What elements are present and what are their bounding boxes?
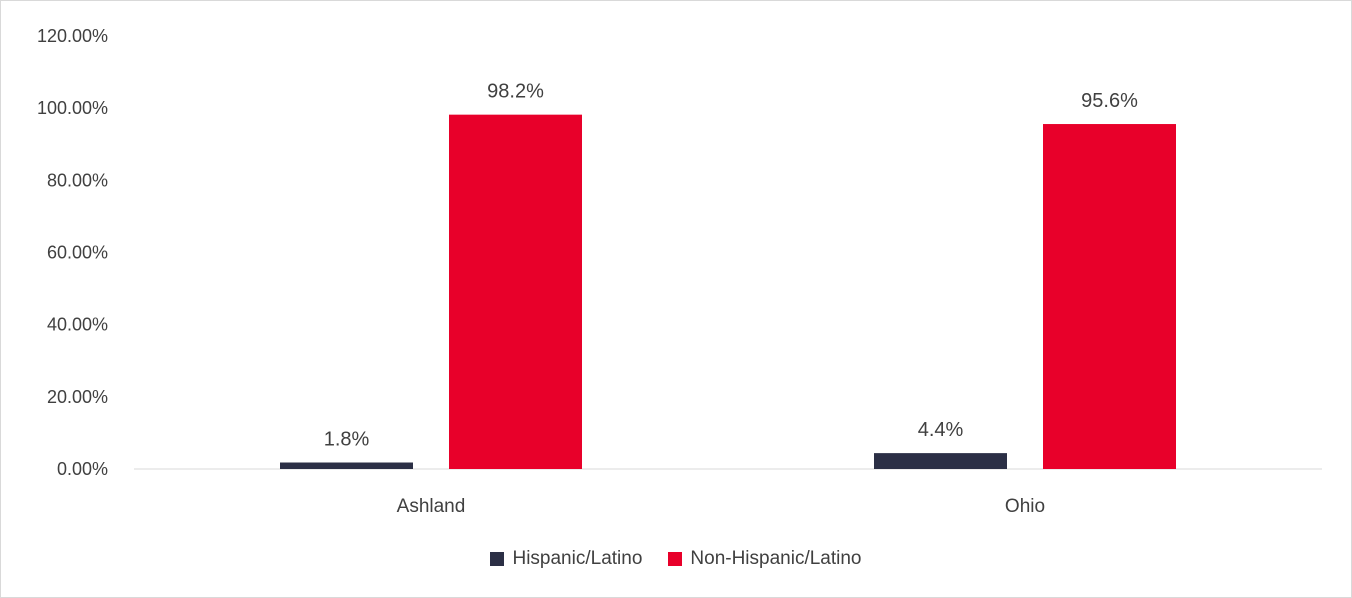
y-tick-label: 120.00% (37, 26, 108, 46)
legend-label: Non-Hispanic/Latino (690, 548, 862, 569)
data-label: 95.6% (1081, 90, 1138, 112)
category-label: Ohio (1005, 496, 1045, 517)
category-labels: Ashland Ohio (397, 496, 1045, 517)
data-labels: 1.8% 98.2% 4.4% 95.6% (324, 81, 1138, 451)
legend-label: Hispanic/Latino (512, 548, 643, 569)
bar (449, 114, 582, 469)
legend-item-hispanic: Hispanic/Latino (490, 548, 642, 570)
bar (280, 462, 413, 469)
bar (874, 453, 1007, 469)
data-label: 98.2% (487, 81, 544, 103)
y-tick-label: 20.00% (47, 387, 108, 407)
legend-swatch (668, 552, 683, 566)
category-label: Ashland (397, 496, 466, 517)
legend-item-non-hispanic: Non-Hispanic/Latino (668, 548, 862, 570)
data-label: 1.8% (324, 429, 370, 451)
y-tick-label: 60.00% (47, 243, 108, 263)
y-tick-label: 0.00% (57, 459, 108, 479)
legend-swatch (490, 552, 505, 566)
data-label: 4.4% (918, 419, 964, 441)
legend: Hispanic/Latino Non-Hispanic/Latino (0, 548, 1352, 570)
y-tick-label: 40.00% (47, 315, 108, 335)
y-tick-label: 80.00% (47, 170, 108, 190)
y-axis-ticks: 0.00% 20.00% 40.00% 60.00% 80.00% 100.00% 120.… (37, 26, 108, 479)
y-tick-label: 100.00% (37, 98, 108, 118)
bars (280, 114, 1176, 469)
bar (1043, 124, 1176, 469)
